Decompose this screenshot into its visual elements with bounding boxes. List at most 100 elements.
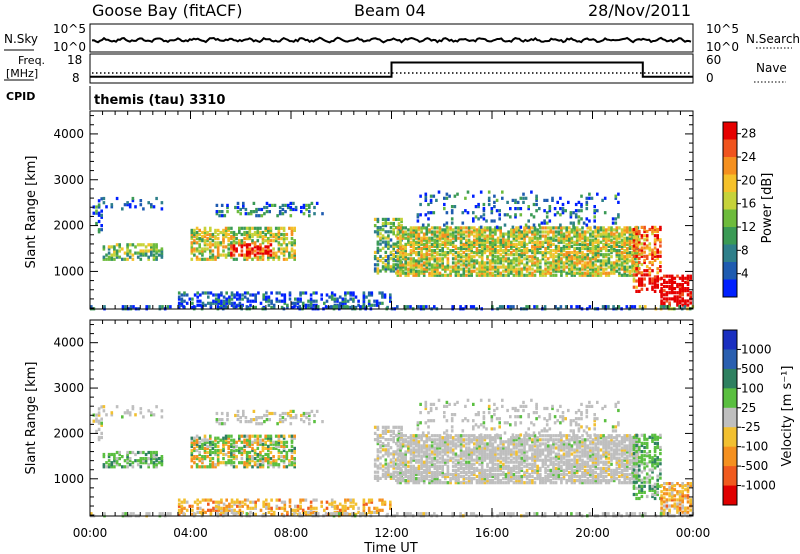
power-cell	[645, 265, 649, 269]
velocity-cell	[193, 455, 196, 459]
power-cell	[344, 301, 347, 305]
power-cell	[126, 201, 129, 205]
power-cell	[425, 267, 429, 271]
velocity-cell	[272, 512, 276, 516]
velocity-cell	[420, 472, 423, 477]
power-cell	[436, 261, 439, 265]
power-cell	[501, 190, 504, 194]
power-cell	[438, 271, 442, 275]
colorbar-swatch	[723, 157, 737, 175]
power-cell	[344, 291, 347, 295]
power-cell	[486, 236, 489, 240]
power-cell	[494, 246, 497, 251]
power-cell	[433, 240, 437, 244]
power-cell	[510, 244, 513, 248]
power-cell	[494, 226, 497, 230]
power-cell	[425, 251, 429, 255]
power-cell	[569, 211, 573, 215]
power-cell	[232, 232, 236, 237]
power-cell	[591, 230, 595, 234]
velocity-cell	[313, 420, 316, 424]
power-cell	[387, 234, 390, 238]
velocity-cell	[128, 450, 132, 455]
power-cell	[465, 273, 468, 277]
velocity-cell	[417, 477, 421, 481]
velocity-cell	[430, 479, 434, 483]
power-cell	[541, 271, 545, 275]
power-cell	[399, 251, 402, 255]
velocity-cell	[238, 436, 241, 440]
power-cell	[554, 265, 558, 269]
power-cell	[387, 221, 390, 226]
velocity-cell	[397, 454, 401, 458]
velocity-cell	[267, 459, 270, 463]
power-cell	[651, 250, 654, 254]
velocity-cell	[253, 450, 257, 455]
power-cell	[115, 251, 119, 255]
colorbar-swatch	[723, 192, 737, 210]
power-cell	[242, 205, 245, 210]
power-cell	[310, 201, 314, 205]
power-cell	[465, 255, 468, 259]
power-cell	[300, 210, 303, 214]
power-cell	[512, 259, 516, 263]
velocity-cell	[446, 472, 450, 477]
power-cell	[589, 263, 592, 267]
power-cell	[607, 232, 611, 236]
power-cell	[638, 240, 641, 244]
power-cell	[515, 230, 518, 234]
power-cell	[631, 265, 634, 269]
velocity-cell	[115, 457, 119, 461]
velocity-cell	[451, 438, 455, 442]
power-cell	[309, 301, 313, 305]
power-cell	[488, 230, 492, 234]
power-cell	[376, 219, 380, 224]
power-cell	[517, 240, 521, 244]
velocity-cell	[436, 448, 439, 452]
velocity-cell	[216, 450, 220, 455]
power-cell	[567, 200, 570, 204]
power-cell	[415, 232, 418, 236]
velocity-cell	[449, 436, 452, 440]
power-cell	[444, 228, 447, 232]
power-cell	[345, 305, 349, 309]
velocity-cell	[370, 500, 374, 504]
power-cell	[525, 255, 529, 259]
velocity-cell	[218, 422, 221, 426]
power-cell	[583, 267, 587, 271]
velocity-cell	[261, 442, 265, 446]
power-cell	[191, 305, 194, 309]
velocity-cell	[265, 409, 269, 413]
power-cell	[425, 228, 429, 232]
power-cell	[499, 238, 502, 242]
power-cell	[612, 228, 616, 232]
power-cell	[494, 267, 497, 271]
power-cell	[384, 267, 388, 271]
power-cell	[583, 265, 587, 269]
velocity-cell	[417, 468, 421, 472]
power-cell	[396, 230, 400, 234]
power-cell	[486, 246, 489, 251]
velocity-cell	[264, 446, 267, 450]
velocity-cell	[307, 512, 310, 516]
power-cell	[139, 251, 143, 255]
velocity-cell	[415, 450, 418, 454]
velocity-cell	[226, 418, 229, 422]
velocity-cell	[246, 506, 250, 510]
power-cell	[491, 236, 495, 240]
power-cell	[599, 246, 603, 251]
velocity-cell	[254, 506, 257, 510]
power-cell	[546, 261, 550, 265]
power-cell	[569, 213, 573, 217]
power-cell	[533, 263, 537, 267]
power-cell	[433, 232, 437, 236]
power-cell	[507, 265, 510, 269]
power-cell	[282, 235, 286, 239]
velocity-cell	[144, 457, 148, 461]
power-cell	[396, 226, 400, 230]
velocity-cell	[216, 448, 220, 453]
velocity-cell	[216, 444, 220, 448]
power-cell	[228, 297, 231, 301]
power-cell	[653, 225, 657, 229]
power-cell	[525, 226, 529, 230]
